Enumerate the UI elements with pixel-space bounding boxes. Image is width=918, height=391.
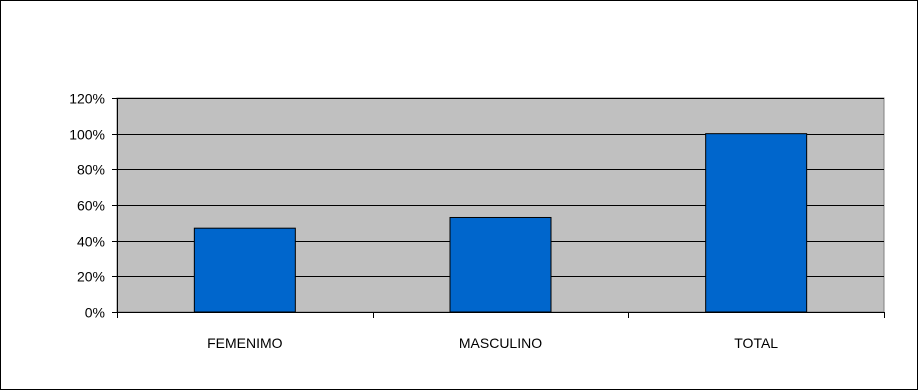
- y-tick-label: 20%: [77, 269, 105, 285]
- bar-total: [705, 133, 808, 313]
- x-tick-label: FEMENIMO: [207, 335, 283, 351]
- x-tick-label: MASCULINO: [459, 335, 542, 351]
- y-tick-label: 80%: [77, 162, 105, 178]
- y-tick-label: 120%: [69, 91, 105, 107]
- y-tick-label: 40%: [77, 234, 105, 250]
- y-tick-label: 60%: [77, 198, 105, 214]
- bar-femenimo: [193, 227, 296, 313]
- y-tick-label: 0%: [85, 305, 105, 321]
- x-tick-label: TOTAL: [734, 335, 778, 351]
- y-axis-ticks: 0% 20% 40% 60% 80% 100% 120%: [69, 91, 117, 321]
- x-axis-ticks: FEMENIMO MASCULINO TOTAL: [117, 312, 885, 351]
- axes: [117, 98, 884, 313]
- y-tick-label: 100%: [69, 127, 105, 143]
- bars: [193, 133, 808, 313]
- bar-masculino: [449, 216, 552, 313]
